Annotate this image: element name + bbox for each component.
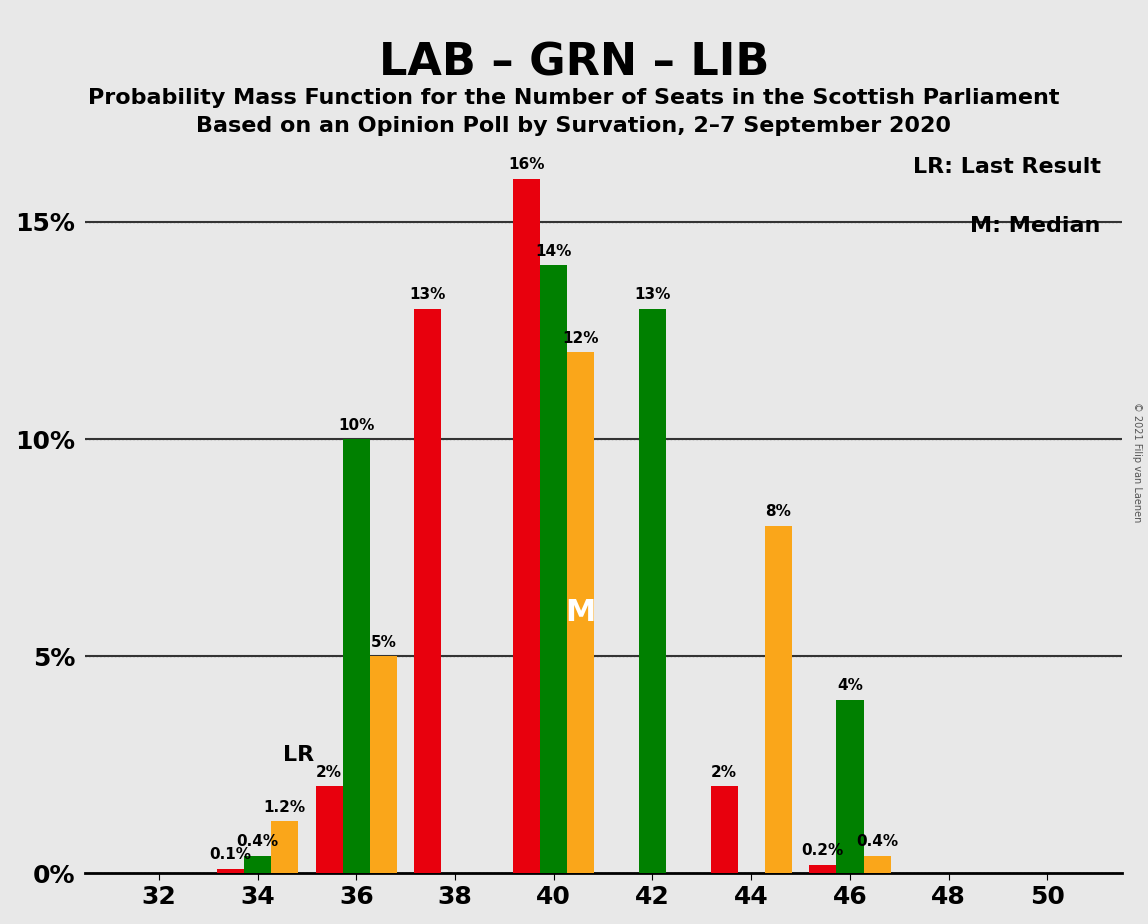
Text: LAB – GRN – LIB: LAB – GRN – LIB (379, 42, 769, 85)
Bar (541, 265, 567, 873)
Text: 1.2%: 1.2% (264, 799, 305, 815)
Text: 10%: 10% (338, 418, 374, 432)
Bar (863, 856, 891, 873)
Text: 0.2%: 0.2% (801, 843, 844, 858)
Text: © 2021 Filip van Laenen: © 2021 Filip van Laenen (1132, 402, 1142, 522)
Text: 2%: 2% (711, 765, 737, 780)
Bar (271, 821, 298, 873)
Bar (837, 699, 863, 873)
Bar (513, 178, 541, 873)
Bar (765, 526, 792, 873)
Text: 14%: 14% (536, 244, 572, 259)
Text: LR: LR (284, 745, 315, 765)
Text: 2%: 2% (316, 765, 342, 780)
Bar (217, 869, 243, 873)
Text: 12%: 12% (563, 331, 599, 346)
Text: 13%: 13% (410, 287, 447, 302)
Text: 5%: 5% (371, 635, 396, 650)
Bar (343, 439, 370, 873)
Bar (414, 309, 442, 873)
Text: 0.1%: 0.1% (209, 847, 251, 862)
Text: M: M (566, 598, 596, 627)
Text: Probability Mass Function for the Number of Seats in the Scottish Parliament: Probability Mass Function for the Number… (88, 88, 1060, 108)
Text: 13%: 13% (635, 287, 670, 302)
Bar (567, 352, 595, 873)
Bar (316, 786, 343, 873)
Bar (243, 856, 271, 873)
Bar (370, 656, 397, 873)
Text: 4%: 4% (837, 678, 863, 693)
Bar (639, 309, 666, 873)
Text: M: Median: M: Median (970, 216, 1101, 237)
Text: 8%: 8% (766, 505, 791, 519)
Text: Based on an Opinion Poll by Survation, 2–7 September 2020: Based on an Opinion Poll by Survation, 2… (196, 116, 952, 136)
Bar (809, 865, 837, 873)
Text: 0.4%: 0.4% (856, 834, 898, 849)
Bar (711, 786, 738, 873)
Text: LR: Last Result: LR: Last Result (913, 157, 1101, 177)
Text: 0.4%: 0.4% (236, 834, 279, 849)
Text: 16%: 16% (509, 157, 545, 172)
